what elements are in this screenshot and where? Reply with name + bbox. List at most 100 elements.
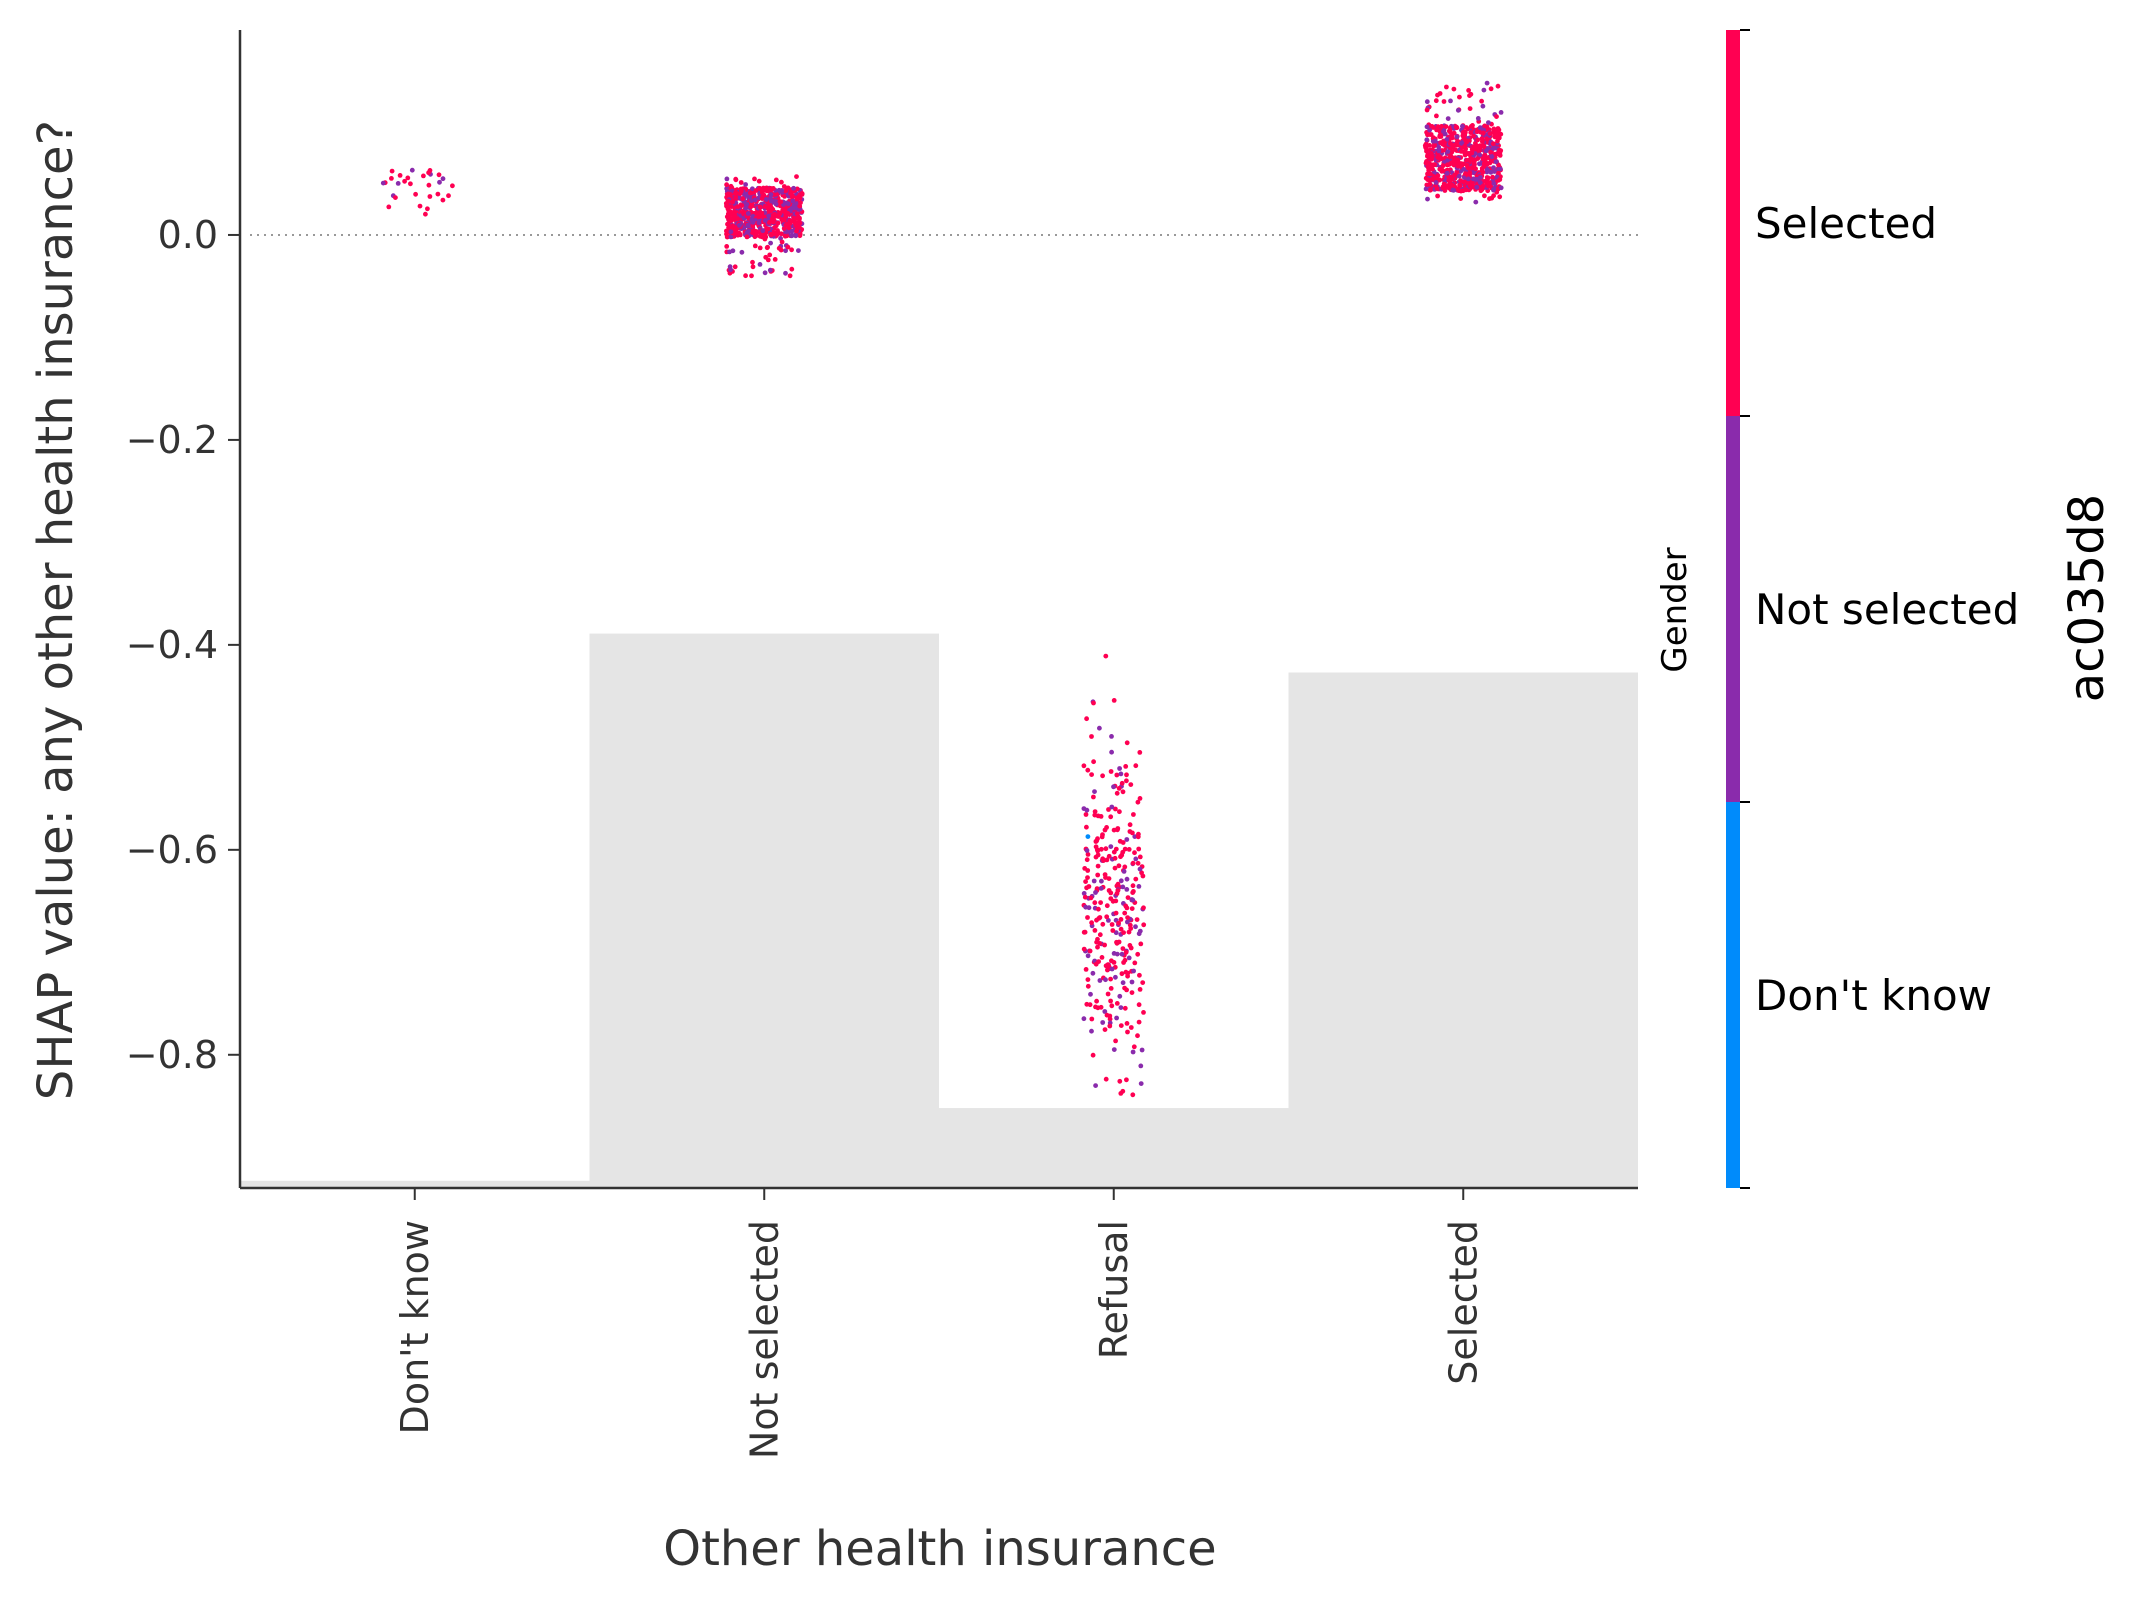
scatter-point xyxy=(1105,962,1111,968)
scatter-point xyxy=(1429,176,1435,182)
scatter-point xyxy=(1096,959,1101,964)
scatter-point xyxy=(1085,915,1090,920)
scatter-point xyxy=(745,211,751,216)
scatter-point xyxy=(724,176,730,182)
scatter-point xyxy=(1100,773,1105,779)
scatter-point xyxy=(1137,796,1143,801)
scatter-point xyxy=(1090,970,1096,976)
scatter-point xyxy=(1446,177,1452,183)
scatter-point xyxy=(1103,1076,1109,1082)
scatter-point xyxy=(1441,99,1447,104)
scatter-point xyxy=(1435,193,1440,199)
scatter-point xyxy=(740,196,746,202)
scatter-point xyxy=(1122,1005,1128,1011)
colorbar-label: Selected xyxy=(1755,199,1937,248)
scatter-point xyxy=(1127,822,1133,828)
scatter-point xyxy=(395,181,401,186)
scatter-point xyxy=(1433,180,1439,185)
scatter-point xyxy=(1084,716,1089,722)
scatter-point xyxy=(1098,814,1104,819)
scatter-point xyxy=(780,208,785,213)
scatter-point xyxy=(730,211,736,217)
scatter-point xyxy=(1461,167,1467,172)
histogram-bar xyxy=(240,1180,590,1188)
scatter-point xyxy=(1116,920,1121,926)
scatter-point xyxy=(1469,150,1475,156)
scatter-point xyxy=(775,220,781,226)
scatter-point xyxy=(402,178,407,184)
scatter-point xyxy=(1118,878,1124,884)
scatter-point xyxy=(1108,896,1114,901)
scatter-point xyxy=(1477,152,1483,158)
scatter-point xyxy=(1480,139,1485,145)
scatter-point xyxy=(758,204,763,210)
scatter-point xyxy=(1092,809,1098,814)
scatter-point xyxy=(766,213,771,219)
scatter-point xyxy=(727,249,732,255)
scatter-point xyxy=(1092,900,1098,906)
scatter-point xyxy=(1085,977,1091,982)
scatter-point xyxy=(1095,936,1100,942)
scatter-point xyxy=(1122,864,1128,870)
scatter-point xyxy=(1085,953,1091,959)
scatter-point xyxy=(1130,883,1136,889)
scatter-point xyxy=(1432,138,1438,144)
scatter-point xyxy=(1434,113,1439,119)
scatter-point xyxy=(1458,149,1464,154)
scatter-point xyxy=(789,266,795,272)
scatter-point xyxy=(1095,852,1101,858)
scatter-point xyxy=(1085,868,1091,873)
scatter-points xyxy=(380,80,1504,1098)
scatter-point xyxy=(1081,763,1087,769)
scatter-point xyxy=(1118,771,1124,777)
scatter-point xyxy=(1458,188,1464,194)
scatter-point xyxy=(1133,876,1139,882)
scatter-point xyxy=(1125,895,1131,900)
scatter-point xyxy=(1475,156,1481,162)
scatter-point xyxy=(1113,930,1119,936)
scatter-point xyxy=(1114,1015,1119,1021)
scatter-point xyxy=(1084,848,1090,853)
scatter-point xyxy=(1109,1003,1115,1009)
scatter-point xyxy=(789,247,794,253)
scatter-point xyxy=(759,210,765,216)
scatter-point xyxy=(1120,884,1126,890)
scatter-point xyxy=(1121,930,1126,935)
scatter-point xyxy=(1124,887,1130,892)
scatter-point xyxy=(1115,888,1121,893)
scatter-point xyxy=(1473,199,1479,205)
scatter-point xyxy=(1425,171,1430,177)
scatter-point xyxy=(1486,120,1491,125)
scatter-point xyxy=(724,182,729,188)
scatter-point xyxy=(1085,852,1091,857)
scatter-point xyxy=(767,267,773,273)
scatter-point xyxy=(762,234,768,240)
scatter-point xyxy=(1088,895,1094,901)
scatter-point xyxy=(1440,163,1446,169)
scatter-point xyxy=(405,175,411,181)
scatter-point xyxy=(1097,941,1103,946)
scatter-point xyxy=(1484,80,1490,86)
scatter-point xyxy=(752,176,757,182)
x-tick-label: Don't know xyxy=(393,1220,437,1434)
scatter-point xyxy=(1466,88,1471,93)
scatter-point xyxy=(772,257,778,262)
scatter-point xyxy=(756,178,762,184)
scatter-point xyxy=(1111,951,1117,956)
scatter-point xyxy=(1138,1063,1144,1069)
scatter-point xyxy=(1424,124,1430,130)
scatter-point xyxy=(1124,876,1130,882)
scatter-point xyxy=(1124,1077,1129,1083)
scatter-point xyxy=(760,228,766,234)
scatter-point xyxy=(1103,653,1109,659)
scatter-point xyxy=(1111,827,1117,833)
scatter-point xyxy=(1117,838,1123,844)
scatter-point xyxy=(389,168,395,174)
scatter-point xyxy=(1140,873,1146,879)
scatter-point xyxy=(1465,176,1471,182)
scatter-point xyxy=(1087,1002,1093,1008)
scatter-point xyxy=(750,186,755,192)
scatter-point xyxy=(794,174,799,180)
scatter-point xyxy=(747,190,753,196)
scatter-point xyxy=(1121,869,1127,874)
